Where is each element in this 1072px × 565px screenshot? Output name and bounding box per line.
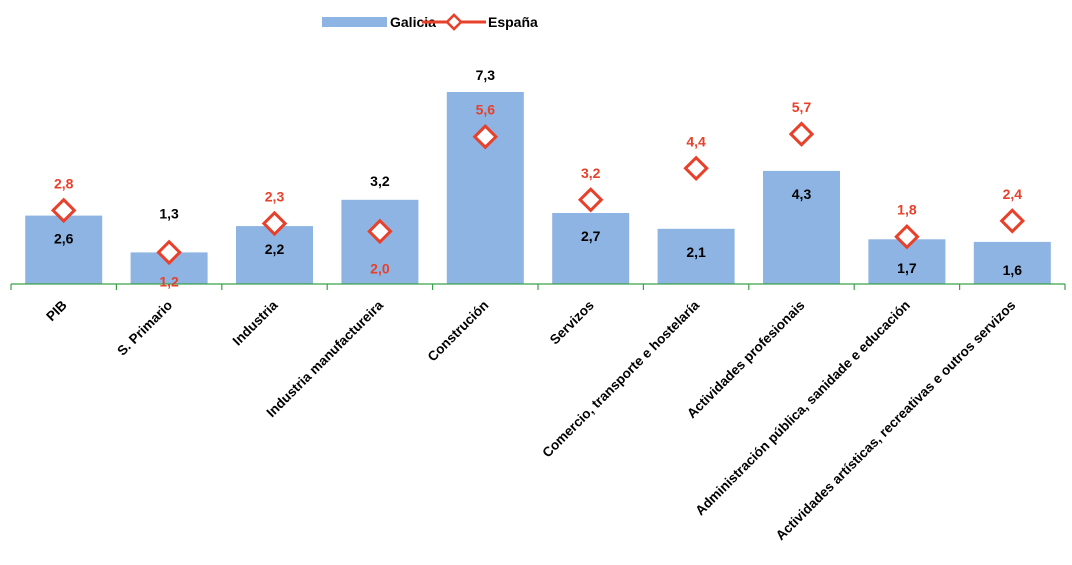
tick-label-servizos: Servizos (547, 298, 597, 348)
tick-label-s-primario: S. Primario (114, 298, 175, 359)
legend: Galicia España (322, 13, 538, 31)
tick-label-industria-manufactureira: Industria manufactureira (263, 297, 386, 420)
legend-marker-espana (445, 13, 463, 31)
legend-label-espana: España (488, 14, 538, 30)
data-label-galicia: 3,2 (370, 173, 390, 189)
marker-espana-actividades-profesionais (788, 121, 815, 147)
legend-label-galicia: Galicia (390, 14, 436, 30)
bar-galicia-comercio-transporte-e-hostelaria (657, 228, 735, 284)
bar-series-galicia (25, 92, 1051, 284)
data-label-espana: 1,2 (159, 273, 179, 289)
data-label-galicia: 2,2 (265, 241, 285, 257)
data-label-espana: 4,4 (686, 133, 706, 149)
marker-espana-comercio-transporte-e-hostelaria (683, 155, 709, 182)
data-label-espana: 2,0 (370, 260, 390, 276)
x-axis (10, 283, 1066, 290)
data-label-espana: 5,6 (476, 102, 496, 118)
bar-galicia-pib (25, 215, 103, 284)
data-label-espana: 3,2 (581, 165, 601, 181)
tick-label-administracion-publica-sanidade-e-educacion: Administración pública, sanidade e educa… (692, 298, 913, 519)
data-label-galicia: 4,3 (792, 186, 812, 202)
marker-espana-actividades-artisticas-recreativas-e-outros-servizos (999, 208, 1026, 234)
data-label-galicia: 1,7 (897, 260, 917, 276)
marker-espana-industria-manufactureira (367, 218, 393, 245)
marker-espana-administracion-publica-sanidade-e-educacion (894, 223, 920, 250)
tick-label-pib: PIB (43, 297, 70, 324)
bar-galicia-actividades-profesionais (763, 170, 840, 284)
marker-espana-s-primario (156, 239, 182, 266)
data-label-espana: 2,4 (1003, 186, 1023, 202)
data-label-espana: 2,8 (54, 175, 74, 191)
data-label-espana: 1,8 (897, 202, 917, 218)
tick-label-actividades-artisticas-recreativas-e-outros-servizos: Actividades artísticas, recreativas e ou… (773, 298, 1019, 544)
data-label-galicia: 2,1 (686, 244, 706, 260)
data-label-espana: 2,3 (265, 189, 285, 205)
tick-label-actividades-profesionais: Actividades profesionais (684, 298, 808, 422)
data-label-galicia: 2,6 (54, 231, 74, 247)
data-label-galicia: 7,3 (476, 67, 496, 83)
marker-espana-industria (261, 210, 288, 237)
data-label-galicia: 1,6 (1003, 262, 1023, 278)
bar-galicia-servizos (552, 213, 630, 284)
data-label-espana: 5,7 (792, 99, 812, 115)
bar-galicia-actividades-artisticas-recreativas-e-outros-servizos (973, 241, 1051, 284)
data-label-galicia: 2,7 (581, 228, 601, 244)
bar-galicia-construcion (446, 92, 524, 284)
marker-espana-pib (50, 197, 77, 224)
marker-series-espana (50, 121, 1026, 266)
tick-label-industria: Industria (230, 297, 281, 348)
tick-label-construcion: Construción (425, 298, 492, 365)
legend-swatch-galicia (322, 17, 387, 27)
data-labels: 2,6 2,8 1,3 1,2 2,2 2,3 3,2 2,0 7,3 5,6 2,7 3,2 2,1 4… (54, 67, 1022, 289)
marker-espana-servizos (577, 187, 604, 213)
marker-espana-construcion (472, 123, 499, 150)
data-label-galicia: 1,3 (159, 205, 179, 221)
